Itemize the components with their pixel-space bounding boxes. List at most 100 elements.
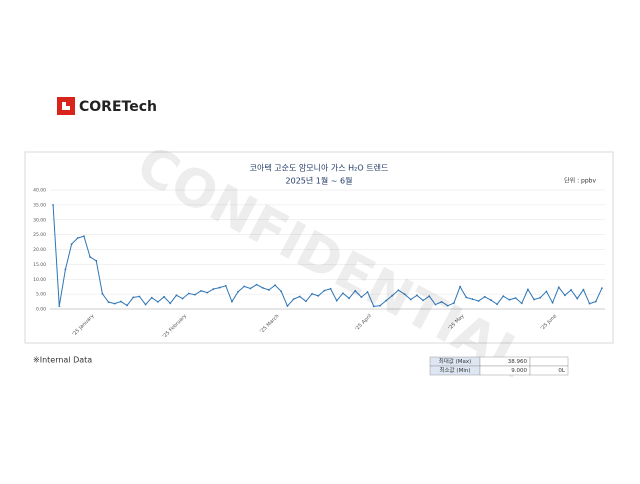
data-point	[471, 298, 474, 301]
data-point	[409, 298, 412, 301]
data-point	[181, 297, 184, 300]
data-point	[391, 294, 394, 297]
data-point	[496, 303, 498, 306]
y-tick-label: 5.00	[36, 292, 46, 298]
data-point	[107, 301, 110, 304]
data-point	[446, 304, 449, 307]
data-point	[280, 290, 283, 293]
data-point	[317, 295, 320, 297]
data-point	[144, 303, 147, 306]
data-point	[70, 243, 73, 246]
data-point	[323, 289, 326, 292]
data-point	[508, 298, 511, 301]
data-point	[366, 291, 369, 293]
y-tick-label: 15.00	[33, 262, 46, 268]
data-point	[527, 288, 529, 291]
y-tick-label: 30.00	[33, 217, 46, 223]
data-point	[237, 290, 239, 293]
data-point	[58, 305, 61, 308]
data-point	[453, 302, 455, 304]
logo-text: CORETech	[79, 99, 157, 115]
data-point	[434, 303, 437, 306]
data-point	[576, 297, 579, 300]
data-point	[372, 305, 375, 308]
data-point	[311, 292, 313, 295]
data-point	[175, 294, 178, 297]
data-point	[601, 287, 603, 290]
data-line	[52, 204, 603, 307]
y-tick-label: 20.00	[33, 247, 46, 253]
summary-table: 최대값 (Max) 38.960 최소값 (Min) 9.000 0L	[429, 356, 569, 376]
table-text: 38.960	[508, 359, 528, 365]
data-point	[200, 289, 202, 292]
y-tick-label: 10.00	[33, 277, 46, 283]
data-point	[187, 292, 190, 295]
data-point	[52, 204, 54, 206]
data-point	[243, 285, 246, 288]
data-point	[422, 299, 424, 302]
logo-icon	[57, 97, 75, 115]
data-point	[120, 300, 122, 303]
data-point	[360, 296, 363, 298]
data-point	[329, 287, 332, 290]
data-point	[292, 298, 295, 301]
data-point	[520, 302, 523, 305]
data-point	[268, 289, 270, 291]
table-cell	[529, 365, 569, 376]
note: ※Internal Data	[33, 356, 92, 365]
data-point	[157, 300, 159, 303]
data-point	[477, 300, 480, 302]
data-point	[113, 302, 116, 305]
unit-label: 단위 : ppbv	[564, 177, 596, 185]
data-point	[274, 284, 276, 287]
data-point	[138, 295, 141, 298]
data-point	[551, 301, 554, 304]
data-point	[545, 290, 548, 293]
data-point	[490, 299, 492, 301]
data-point	[594, 300, 597, 303]
data-point	[218, 286, 221, 289]
data-point	[397, 289, 400, 292]
table-text: 9.000	[511, 368, 527, 374]
data-point	[379, 304, 381, 307]
data-point	[298, 295, 301, 298]
table-text: 최대값 (Max)	[439, 357, 472, 365]
data-point	[440, 300, 443, 303]
chart-title: 코아텍 고순도 암모니아 가스 H₂O 트렌드	[250, 163, 389, 173]
data-point	[570, 289, 572, 291]
data-point	[385, 299, 387, 302]
data-point	[582, 288, 585, 291]
data-point	[169, 302, 172, 305]
data-point	[502, 295, 505, 298]
y-tick-label: 25.00	[33, 232, 46, 238]
data-point	[354, 289, 357, 292]
data-point	[286, 305, 289, 307]
data-point	[89, 256, 91, 258]
data-point	[416, 294, 418, 297]
data-point	[533, 298, 535, 301]
data-point	[95, 259, 98, 262]
data-point	[126, 304, 128, 307]
y-tick-label: 35.00	[33, 202, 46, 208]
data-point	[557, 286, 560, 289]
data-point	[403, 293, 406, 296]
data-point	[212, 288, 215, 290]
y-tick-label: 40.00	[33, 188, 46, 194]
data-point	[261, 286, 264, 289]
data-point	[483, 295, 486, 298]
data-point	[64, 268, 67, 271]
table-text: 최소값 (Min)	[440, 366, 471, 374]
data-point	[224, 284, 227, 287]
data-point	[163, 295, 165, 298]
data-point	[348, 297, 350, 300]
y-tick-label: 0.00	[36, 307, 46, 313]
data-point	[249, 287, 252, 290]
data-point	[342, 292, 344, 295]
data-point	[231, 300, 233, 303]
data-point	[514, 297, 517, 299]
data-point	[588, 302, 591, 305]
chart-frame	[24, 151, 614, 344]
data-point	[83, 235, 85, 238]
data-point	[101, 292, 104, 295]
